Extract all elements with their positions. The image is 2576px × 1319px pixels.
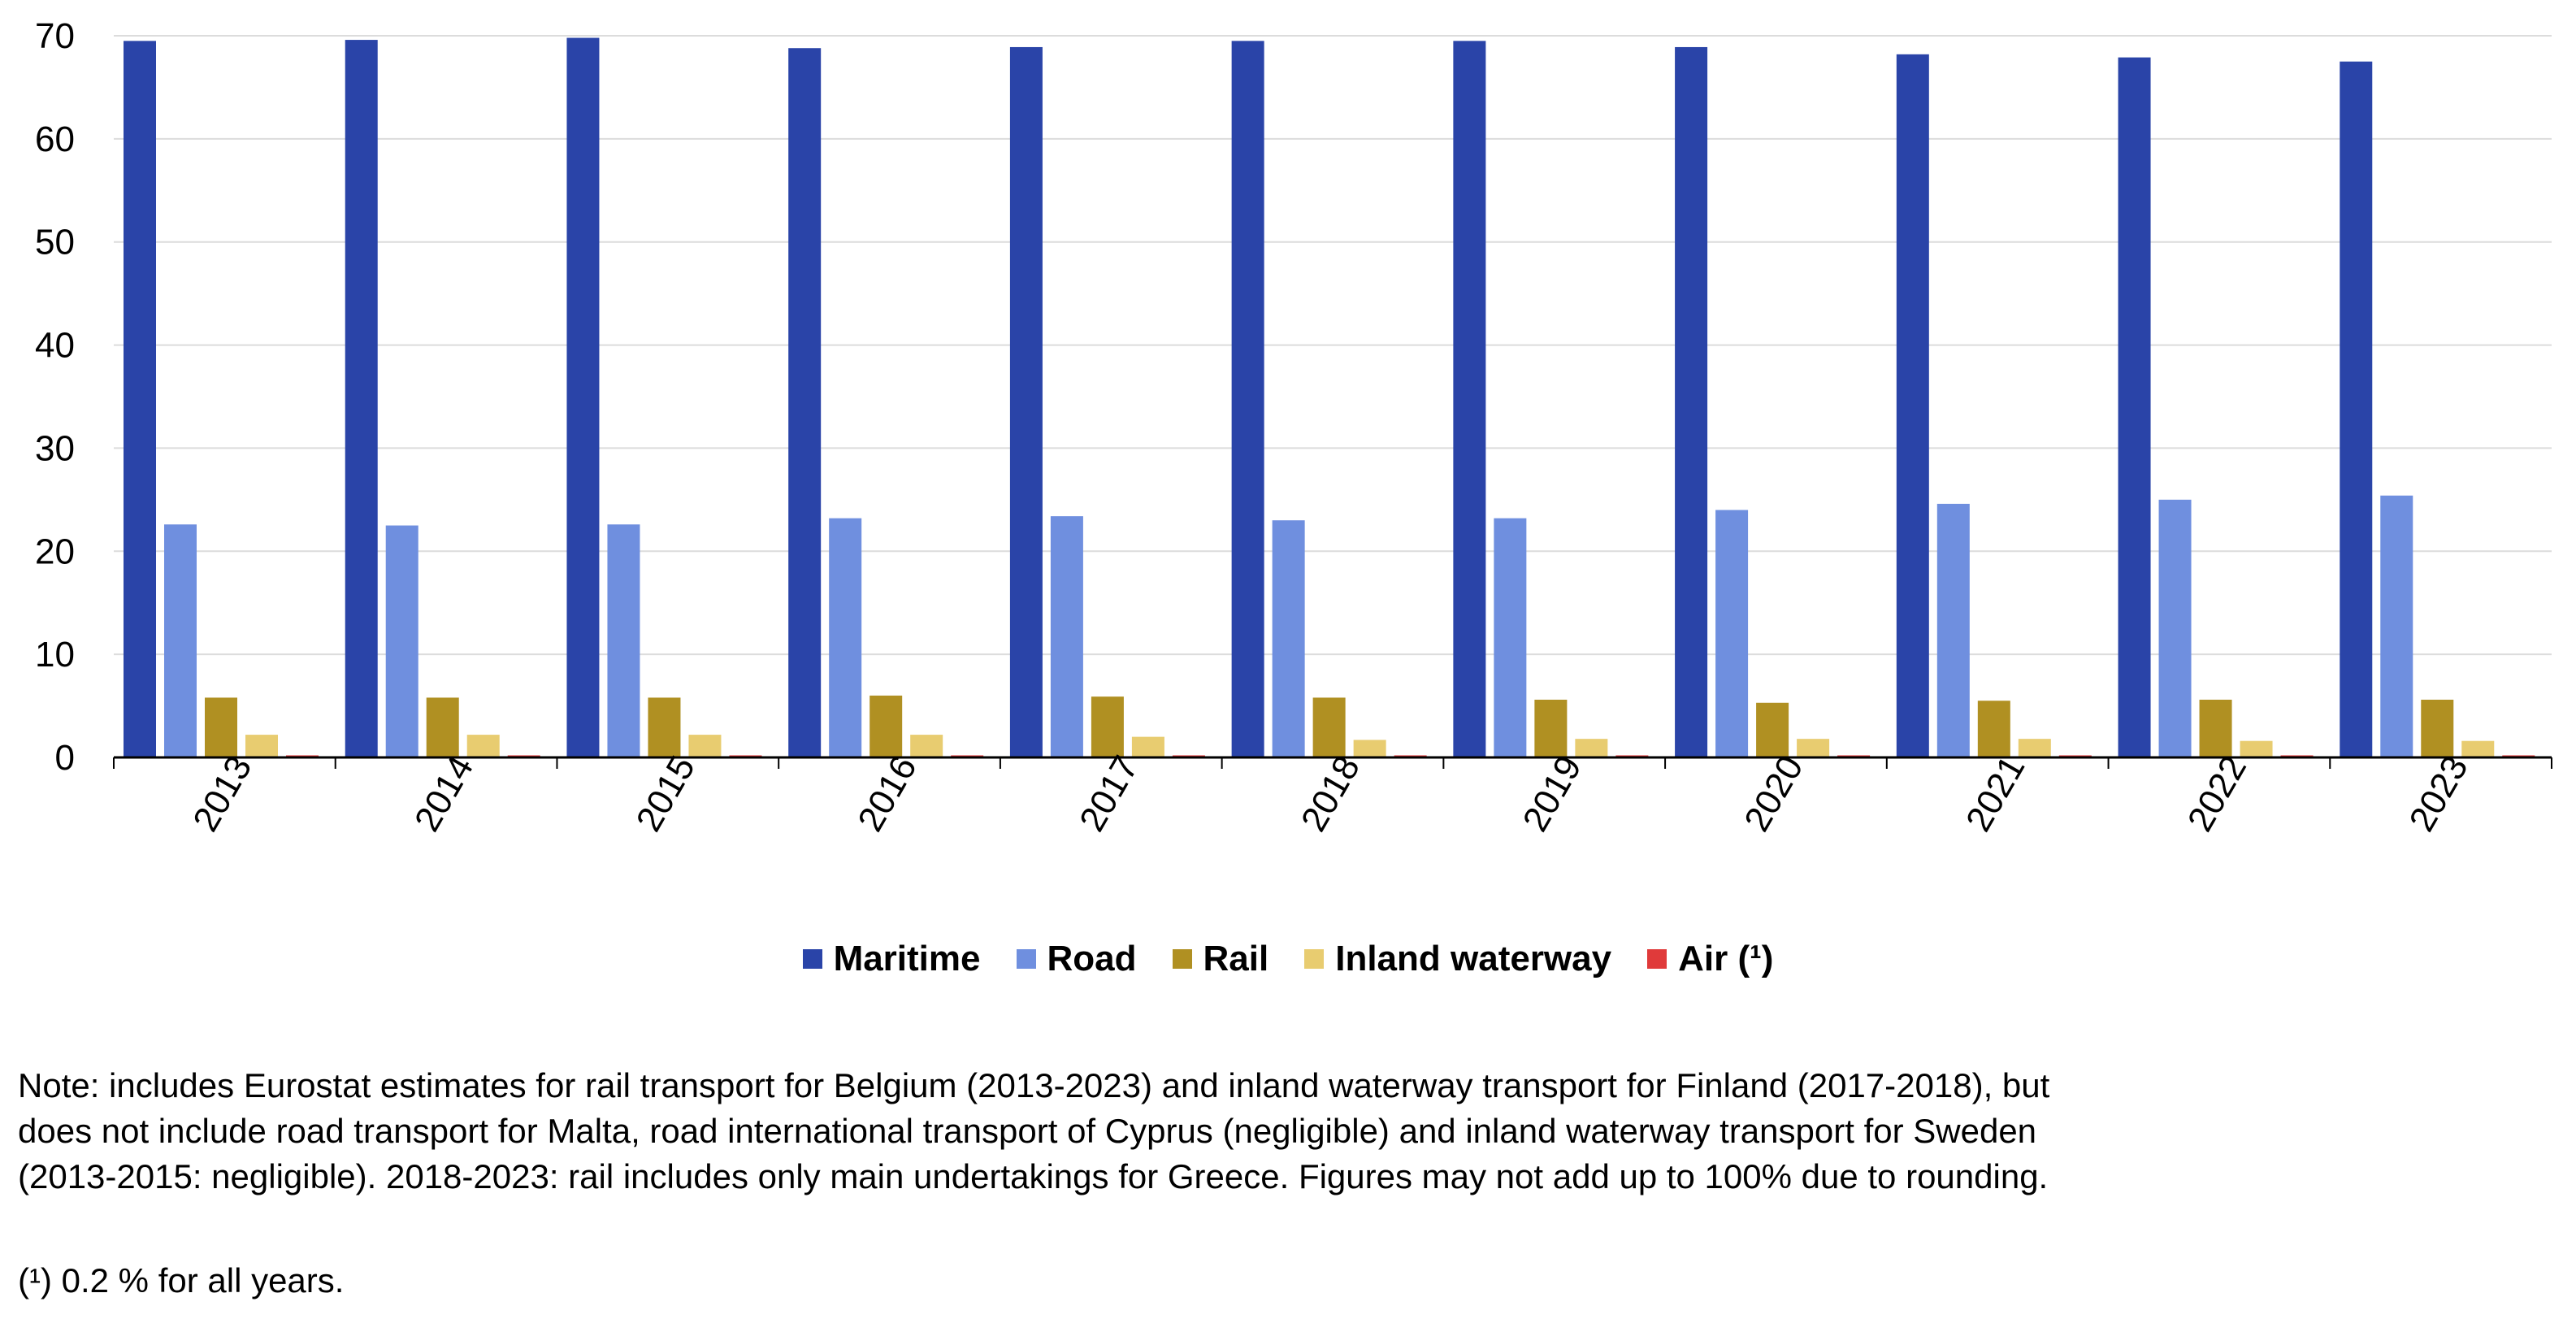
bar-road-2016 bbox=[829, 518, 862, 757]
x-tick-label: 2014 bbox=[407, 749, 481, 838]
legend-item-rail: Rail bbox=[1172, 939, 1269, 979]
legend-swatch-road bbox=[1016, 949, 1036, 969]
x-tick-label: 2013 bbox=[185, 749, 259, 838]
bar-maritime-2014 bbox=[345, 40, 378, 758]
y-tick-label: 10 bbox=[35, 635, 75, 675]
bar-inland-waterway-2016 bbox=[910, 735, 943, 757]
x-tick-label: 2020 bbox=[1737, 749, 1811, 838]
bar-rail-2022 bbox=[2199, 699, 2232, 757]
bar-maritime-2023 bbox=[2340, 61, 2373, 757]
legend-item-road: Road bbox=[1016, 939, 1137, 979]
legend-swatch-maritime bbox=[802, 949, 822, 969]
bar-rail-2013 bbox=[205, 697, 237, 757]
bar-maritime-2021 bbox=[1896, 54, 1929, 757]
bar-inland-waterway-2023 bbox=[2461, 740, 2495, 757]
bars bbox=[124, 37, 2535, 758]
bar-road-2023 bbox=[2380, 495, 2413, 757]
bar-road-2013 bbox=[164, 524, 197, 757]
bar-inland-waterway-2019 bbox=[1575, 739, 1608, 757]
bar-chart: 0 10 20 30 40 50 60 70 2013 2014 2015 2016 2017 2018 2… bbox=[35, 16, 2552, 838]
legend-swatch-air bbox=[1647, 949, 1667, 969]
y-tick-label: 70 bbox=[35, 16, 75, 56]
chart-footnote: (¹) 0.2 % for all years. bbox=[18, 1261, 345, 1299]
y-tick-label: 0 bbox=[55, 738, 75, 778]
bar-road-2017 bbox=[1050, 516, 1083, 757]
bar-road-2021 bbox=[1936, 503, 1970, 757]
legend-item-air: Air (¹) bbox=[1647, 939, 1773, 979]
x-tick-label: 2018 bbox=[1294, 749, 1368, 838]
bar-maritime-2015 bbox=[566, 37, 600, 757]
y-tick-label: 50 bbox=[35, 223, 75, 262]
x-tick-label: 2017 bbox=[1072, 749, 1146, 838]
bar-maritime-2018 bbox=[1231, 41, 1264, 758]
x-tick-label: 2022 bbox=[2180, 749, 2254, 838]
bar-maritime-2022 bbox=[2118, 57, 2151, 757]
bar-maritime-2013 bbox=[124, 41, 156, 758]
x-tick-label: 2021 bbox=[1958, 749, 2032, 838]
bar-road-2020 bbox=[1715, 510, 1749, 757]
y-tick-label: 30 bbox=[35, 428, 75, 468]
bar-road-2014 bbox=[385, 525, 418, 757]
x-tick-label: 2016 bbox=[850, 749, 924, 838]
bar-maritime-2020 bbox=[1675, 46, 1708, 757]
bar-inland-waterway-2014 bbox=[466, 735, 500, 757]
bar-maritime-2017 bbox=[1009, 46, 1043, 757]
bar-rail-2018 bbox=[1312, 697, 1346, 757]
x-tick-label: 2015 bbox=[629, 749, 703, 838]
bar-rail-2020 bbox=[1756, 702, 1789, 757]
bar-inland-waterway-2013 bbox=[245, 735, 278, 757]
bar-road-2018 bbox=[1272, 520, 1305, 757]
bar-road-2019 bbox=[1494, 518, 1527, 757]
bar-inland-waterway-2017 bbox=[1131, 736, 1164, 757]
bar-inland-waterway-2018 bbox=[1353, 740, 1386, 757]
bar-inland-waterway-2015 bbox=[688, 735, 722, 757]
bar-rail-2023 bbox=[2421, 699, 2454, 757]
bar-inland-waterway-2020 bbox=[1797, 739, 1830, 757]
bar-maritime-2016 bbox=[788, 48, 822, 758]
chart-note: Note: includes Eurostat estimates for ra… bbox=[18, 1066, 2050, 1195]
legend-label-maritime: Maritime bbox=[833, 939, 981, 978]
legend-label-inland-waterway: Inland waterway bbox=[1335, 939, 1612, 978]
legend-label-air: Air (¹) bbox=[1678, 939, 1774, 978]
legend: Maritime Road Rail Inland waterway Air (… bbox=[0, 935, 2576, 983]
bar-rail-2015 bbox=[648, 697, 681, 757]
bar-rail-2019 bbox=[1534, 699, 1568, 757]
bar-rail-2016 bbox=[870, 695, 903, 757]
legend-label-rail: Rail bbox=[1203, 939, 1269, 978]
bar-inland-waterway-2022 bbox=[2240, 740, 2273, 757]
bar-inland-waterway-2021 bbox=[2018, 739, 2051, 757]
x-tick-label: 2019 bbox=[1516, 749, 1589, 838]
legend-item-inland-waterway: Inland waterway bbox=[1304, 939, 1611, 979]
bar-rail-2021 bbox=[1977, 701, 2010, 757]
bar-rail-2014 bbox=[426, 697, 459, 757]
y-tick-label: 40 bbox=[35, 326, 75, 366]
gridlines bbox=[114, 35, 2552, 656]
legend-item-maritime: Maritime bbox=[802, 939, 981, 979]
bar-road-2015 bbox=[607, 524, 640, 757]
y-tick-label: 60 bbox=[35, 119, 75, 159]
bar-rail-2017 bbox=[1091, 696, 1124, 757]
legend-swatch-rail bbox=[1172, 949, 1192, 969]
bar-road-2022 bbox=[2158, 499, 2192, 757]
legend-label-road: Road bbox=[1047, 939, 1137, 978]
x-tick-label: 2023 bbox=[2401, 749, 2475, 838]
legend-swatch-inland-waterway bbox=[1304, 949, 1325, 969]
y-tick-label: 20 bbox=[35, 532, 75, 571]
bar-maritime-2019 bbox=[1453, 41, 1486, 758]
